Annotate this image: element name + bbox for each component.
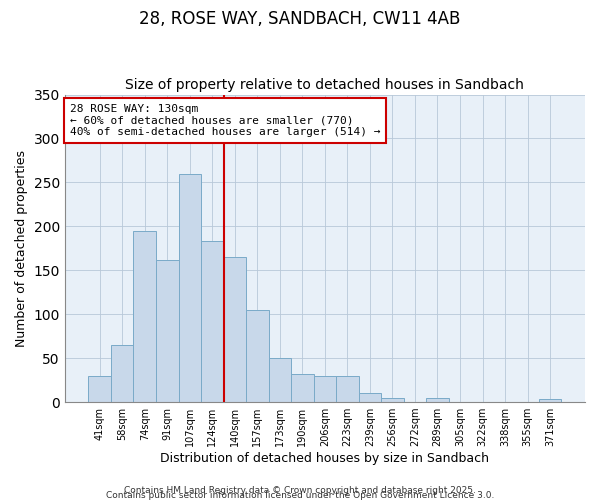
Text: 28, ROSE WAY, SANDBACH, CW11 4AB: 28, ROSE WAY, SANDBACH, CW11 4AB bbox=[139, 10, 461, 28]
Bar bbox=[269, 358, 291, 402]
Bar bbox=[224, 257, 246, 402]
Bar bbox=[314, 376, 336, 402]
Bar bbox=[539, 400, 562, 402]
Bar bbox=[381, 398, 404, 402]
Bar bbox=[426, 398, 449, 402]
Bar bbox=[336, 376, 359, 402]
Bar bbox=[291, 374, 314, 402]
Bar bbox=[359, 394, 381, 402]
Title: Size of property relative to detached houses in Sandbach: Size of property relative to detached ho… bbox=[125, 78, 524, 92]
Text: Contains public sector information licensed under the Open Government Licence 3.: Contains public sector information licen… bbox=[106, 491, 494, 500]
X-axis label: Distribution of detached houses by size in Sandbach: Distribution of detached houses by size … bbox=[160, 452, 490, 465]
Bar bbox=[133, 230, 156, 402]
Bar bbox=[201, 242, 224, 402]
Bar bbox=[246, 310, 269, 402]
Bar bbox=[156, 260, 179, 402]
Bar bbox=[88, 376, 111, 402]
Bar bbox=[111, 345, 133, 402]
Text: 28 ROSE WAY: 130sqm
← 60% of detached houses are smaller (770)
40% of semi-detac: 28 ROSE WAY: 130sqm ← 60% of detached ho… bbox=[70, 104, 380, 137]
Bar bbox=[179, 174, 201, 402]
Y-axis label: Number of detached properties: Number of detached properties bbox=[15, 150, 28, 347]
Text: Contains HM Land Registry data © Crown copyright and database right 2025.: Contains HM Land Registry data © Crown c… bbox=[124, 486, 476, 495]
